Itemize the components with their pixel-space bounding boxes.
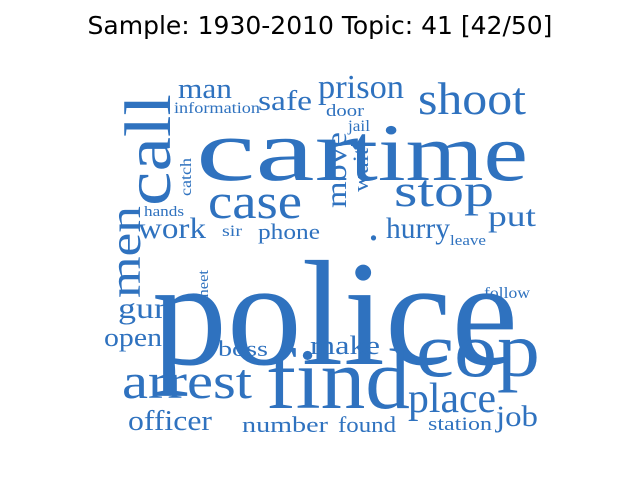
- word-information: information: [174, 100, 260, 117]
- word-station: station: [428, 414, 493, 435]
- word-follow: follow: [484, 285, 530, 302]
- word-phone: phone: [258, 219, 320, 244]
- word-call: call: [112, 94, 185, 206]
- word-cop: cop: [416, 306, 540, 393]
- word-hands: hands: [144, 204, 184, 220]
- word-police: police: [152, 231, 518, 397]
- word-number: number: [242, 412, 329, 437]
- word-job: job: [495, 400, 538, 433]
- word-boss: boss: [218, 336, 268, 361]
- word-move: move: [320, 132, 353, 208]
- word-dot: .: [368, 201, 379, 250]
- word-leave: leave: [450, 233, 486, 249]
- word-found: found: [338, 412, 396, 437]
- word-wait: wait: [348, 148, 373, 192]
- word-stop: stop: [394, 165, 494, 216]
- word-open: open: [104, 323, 162, 352]
- word-man: man: [178, 74, 232, 105]
- word-catch: catch: [178, 158, 195, 196]
- word-sir: sir: [222, 223, 243, 240]
- word-jail: jail: [347, 118, 371, 135]
- word-make: make: [310, 331, 380, 360]
- word-meet: meet: [196, 269, 212, 302]
- word-work: work: [138, 212, 206, 245]
- figure-title: Sample: 1930-2010 Topic: 41 [42/50]: [87, 11, 553, 40]
- word-place: place: [408, 376, 496, 422]
- word-put: put: [488, 200, 537, 233]
- word-time: time: [350, 107, 528, 198]
- word-safe: safe: [258, 86, 312, 117]
- word-arrest: arrest: [122, 353, 252, 409]
- word-shoot: shoot: [418, 73, 526, 124]
- word-find: find: [266, 331, 410, 427]
- word-car: car: [196, 103, 359, 200]
- word-door: door: [326, 101, 364, 120]
- word-men: men: [101, 206, 150, 298]
- word-hurry: hurry: [386, 212, 450, 245]
- word-gun: gun: [118, 292, 172, 325]
- word-case: case: [208, 173, 302, 229]
- word-officer: officer: [128, 406, 213, 437]
- word-prison: prison: [318, 69, 404, 106]
